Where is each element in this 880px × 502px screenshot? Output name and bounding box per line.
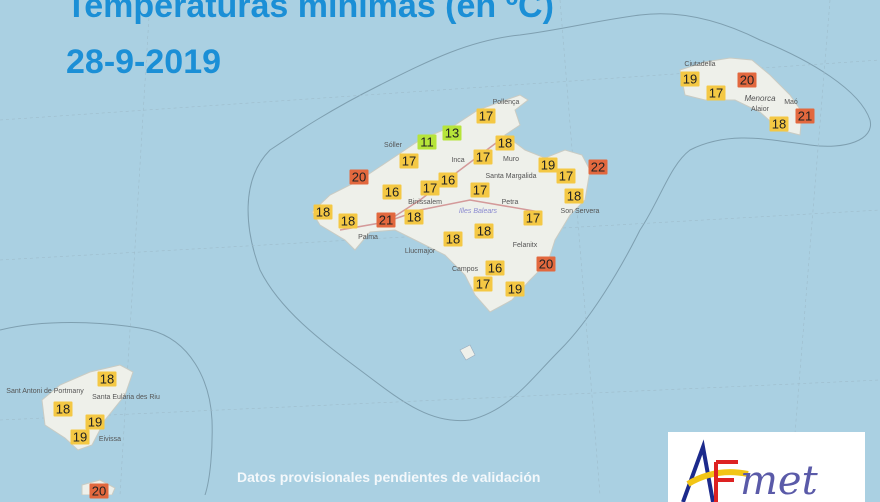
temperature-marker-menorca: 20 bbox=[737, 72, 757, 88]
temperature-marker-menorca: 18 bbox=[769, 116, 789, 132]
place-label: Campos bbox=[451, 266, 479, 273]
place-label: Alaior bbox=[751, 106, 769, 113]
place-label: Sant Antoni de Portmany bbox=[6, 388, 84, 395]
temperature-marker-mallorca: 17 bbox=[523, 210, 543, 226]
temperature-marker-ibiza: 18 bbox=[53, 401, 73, 417]
temperature-marker-mallorca: 20 bbox=[536, 256, 556, 272]
temperature-marker-mallorca: 13 bbox=[442, 125, 462, 141]
temperature-marker-mallorca: 18 bbox=[495, 135, 515, 151]
place-label: Palma bbox=[358, 234, 378, 241]
place-label: Petra bbox=[501, 199, 519, 206]
place-label: Ciutadella bbox=[684, 61, 716, 68]
cabrera-island bbox=[459, 344, 476, 361]
temperature-marker-ibiza: 18 bbox=[97, 371, 117, 387]
aemet-logo: met bbox=[668, 432, 865, 502]
temperature-marker-menorca: 21 bbox=[795, 108, 815, 124]
temperature-marker-mallorca: 19 bbox=[538, 157, 558, 173]
place-label: Llucmajor bbox=[404, 248, 436, 255]
place-label: Muro bbox=[503, 156, 519, 163]
temperature-marker-mallorca: 16 bbox=[485, 260, 505, 276]
temperature-marker-mallorca: 18 bbox=[564, 188, 584, 204]
place-label: Son Servera bbox=[560, 208, 600, 215]
temperature-marker-mallorca: 17 bbox=[470, 182, 490, 198]
temperature-marker-mallorca: 18 bbox=[474, 223, 494, 239]
temperature-marker-menorca: 17 bbox=[706, 85, 726, 101]
maritime-boundary bbox=[247, 13, 871, 422]
temperature-marker-mallorca: 11 bbox=[417, 134, 437, 150]
temperature-marker-menorca: 19 bbox=[680, 71, 700, 87]
temperature-marker-mallorca: 17 bbox=[476, 108, 496, 124]
place-label: Maó bbox=[784, 99, 798, 106]
temperature-marker-mallorca: 17 bbox=[420, 180, 440, 196]
place-label: Pollença bbox=[492, 99, 520, 106]
temperature-marker-mallorca: 16 bbox=[438, 172, 458, 188]
place-label: Binissalem bbox=[408, 199, 442, 206]
temperature-marker-mallorca: 17 bbox=[399, 153, 419, 169]
temperature-marker-mallorca: 18 bbox=[443, 231, 463, 247]
place-label: Santa Eulària des Riu bbox=[92, 394, 160, 401]
maritime-boundary-west bbox=[0, 322, 213, 495]
place-label: Menorca bbox=[744, 94, 776, 103]
temperature-marker-ibiza: 19 bbox=[85, 414, 105, 430]
map-date: 28-9-2019 bbox=[66, 43, 222, 81]
temperature-marker-ibiza: 20 bbox=[89, 483, 109, 499]
temperature-marker-mallorca: 22 bbox=[588, 159, 608, 175]
temperature-marker-ibiza: 19 bbox=[70, 429, 90, 445]
disclaimer-note: Datos provisionales pendientes de valida… bbox=[237, 469, 541, 485]
svg-text:met: met bbox=[740, 458, 819, 502]
temperature-marker-mallorca: 21 bbox=[376, 212, 396, 228]
temperature-marker-mallorca: 19 bbox=[505, 281, 525, 297]
temperature-marker-mallorca: 16 bbox=[382, 184, 402, 200]
temperature-marker-mallorca: 18 bbox=[404, 209, 424, 225]
temperature-marker-mallorca: 18 bbox=[313, 204, 333, 220]
map-title: Temperaturas mínimas (en ºC) bbox=[66, 0, 554, 25]
temperature-marker-mallorca: 18 bbox=[338, 213, 358, 229]
place-label: Illes Balears bbox=[458, 208, 498, 215]
temperature-marker-mallorca: 17 bbox=[556, 168, 576, 184]
temperature-marker-mallorca: 17 bbox=[473, 276, 493, 292]
temperature-marker-mallorca: 17 bbox=[473, 149, 493, 165]
aemet-logo-icon: met bbox=[681, 439, 819, 502]
place-label: Sóller bbox=[384, 142, 402, 149]
temperature-marker-mallorca: 20 bbox=[349, 169, 369, 185]
place-label: Eivissa bbox=[98, 436, 122, 443]
place-label: Inca bbox=[451, 157, 465, 164]
place-label: Felanitx bbox=[512, 242, 538, 249]
place-label: Santa Margalida bbox=[485, 173, 537, 180]
